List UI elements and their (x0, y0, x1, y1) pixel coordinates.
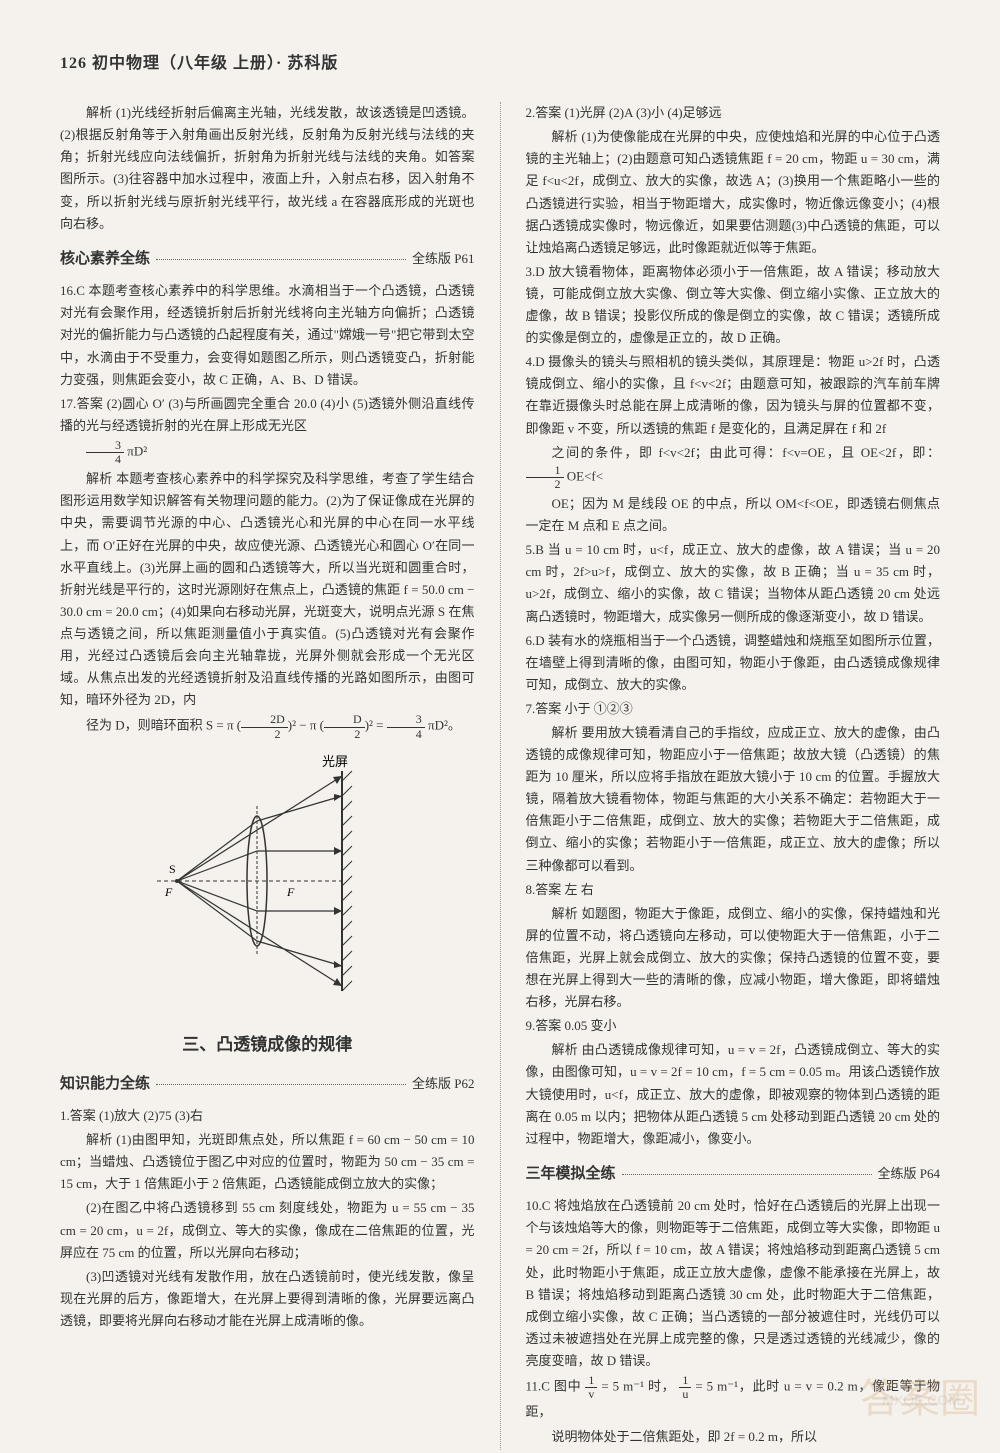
q4-text-c: OE<f< (567, 468, 603, 483)
fraction-1u: 1u (679, 1374, 691, 1401)
item-17-answer: 17.答案 (2)圆心 O′ (3)与所画圆完全重合 20.0 (4)小 (5)… (60, 393, 475, 437)
dots-leader (622, 1174, 872, 1175)
svg-text:S: S (169, 862, 176, 876)
item-17-analysis: 解析 本题考查核心素养中的科学探究及科学思维，考查了学生结合图形运用数学知识解答… (60, 468, 475, 711)
page-ref: 全练版 P61 (412, 248, 474, 270)
left-column: 解析 (1)光线经折射后偏离主光轴，光线发散，故该透镜是凹透镜。(2)根据反射角… (60, 102, 475, 1449)
q7-answer: 7.答案 小于 ①②③ (526, 698, 941, 720)
column-divider (500, 102, 501, 1449)
q6: 6.D 装有水的烧瓶相当于一个凸透镜，调整蜡烛和烧瓶至如图所示位置，在墙壁上得到… (526, 630, 941, 696)
q10: 10.C 将烛焰放在凸透镜前 20 cm 处时，恰好在凸透镜后的光屏上出现一个与… (526, 1195, 941, 1372)
svg-text:F: F (286, 885, 295, 899)
q3: 3.D 放大镜看物体，距离物体必须小于一倍焦距，故 A 错误；移动放大镜，可能成… (526, 261, 941, 349)
dots-leader (156, 259, 406, 260)
item-16: 16.C 本题考查核心素养中的科学思维。水滴相当于一个凸透镜，凸透镜对光有会聚作… (60, 280, 475, 390)
q2-answer: 2.答案 (1)光屏 (2)A (3)小 (4)足够远 (526, 102, 941, 124)
svg-text:F: F (164, 885, 173, 899)
fraction-d: D2 (324, 713, 365, 740)
item-17-formula: 径为 D，则暗环面积 S = π (2D2)² − π (D2)² = 34 π… (60, 713, 475, 740)
fraction-34: 34 (387, 713, 425, 740)
q4-a: 4.D 摄像头的镜头与照相机的镜头类似，其原理是：物距 u>2f 时，凸透镜成倒… (526, 351, 941, 439)
page-ref: 全练版 P64 (878, 1163, 940, 1185)
fraction-icon: 34 (86, 439, 124, 466)
page-ref: 全练版 P62 (412, 1073, 474, 1095)
q2-analysis: 解析 (1)为使像能成在光屏的中央，应使烛焰和光屏的中心位于凸透镜的主光轴上；(… (526, 126, 941, 259)
q1-analysis-3: (3)凹透镜对光线有发散作用，放在凸透镜前时，使光线发散，像呈现在光屏的后方，像… (60, 1266, 475, 1332)
formula-text-1: 径为 D，则暗环面积 S = π (86, 718, 234, 733)
q8-analysis: 解析 如题图，物距大于像距，成倒立、缩小的实像，保持蜡烛和光屏的位置不动，将凸透… (526, 903, 941, 1013)
section-header-core: 核心素养全练 全练版 P61 (60, 247, 475, 273)
item-17-fraction: 34 πD² (60, 439, 475, 466)
dots-leader (156, 1084, 406, 1085)
section-title: 三年模拟全练 (526, 1162, 616, 1188)
q5: 5.B 当 u = 10 cm 时，u<f，成正立、放大的虚像，故 A 错误；当… (526, 539, 941, 627)
q1-answer: 1.答案 (1)放大 (2)75 (3)右 (60, 1105, 475, 1127)
q9-answer: 9.答案 0.05 变小 (526, 1015, 941, 1037)
fraction-2d: 2D2 (241, 713, 288, 740)
fraction-half: 12 (526, 464, 564, 491)
diagram-label: 光屏 (322, 754, 348, 769)
q1-analysis-1: 解析 (1)由图甲知，光斑即焦点处，所以焦距 f = 60 cm − 50 cm… (60, 1129, 475, 1195)
optics-diagram: 光屏 S F F (147, 751, 387, 1011)
q4-b: 之间的条件，即 f<v<2f；由此可得：f<v=OE，且 OE<2f，即： 12… (526, 442, 941, 491)
q9-analysis: 解析 由凸透镜成像规律可知，u = v = 2f，凸透镜成倒立、等大的实像，由图… (526, 1039, 941, 1149)
fraction-1v: 1v (585, 1374, 597, 1401)
section-header-knowledge: 知识能力全练 全练版 P62 (60, 1072, 475, 1098)
q7-analysis: 解析 要用放大镜看清自己的手指纹，应成正立、放大的虚像，由凸透镜的成像规律可知，… (526, 722, 941, 877)
content-columns: 解析 (1)光线经折射后偏离主光轴，光线发散，故该透镜是凹透镜。(2)根据反射角… (60, 102, 940, 1449)
q11-text-b: = 5 m⁻¹ 时， (601, 1379, 675, 1394)
formula-text-4: πD²。 (428, 718, 461, 733)
section-title-lens: 三、凸透镜成像的规律 (60, 1031, 475, 1060)
right-column: 2.答案 (1)光屏 (2)A (3)小 (4)足够远 解析 (1)为使像能成在… (526, 102, 941, 1449)
formula-text-2: − π (299, 718, 316, 733)
section-header-simulation: 三年模拟全练 全练版 P64 (526, 1162, 941, 1188)
q4-text-b: 之间的条件，即 f<v<2f；由此可得：f<v=OE，且 OE<2f，即： (552, 445, 941, 460)
q4-d: OE；因为 M 是线段 OE 的中点，所以 OM<f<OE，即透镜右侧焦点一定在… (526, 493, 941, 537)
q11-text-a: 11.C 图中 (526, 1379, 582, 1394)
section-title: 知识能力全练 (60, 1072, 150, 1098)
formula-text-3: = (376, 718, 387, 733)
analysis-paragraph: 解析 (1)光线经折射后偏离主光轴，光线发散，故该透镜是凹透镜。(2)根据反射角… (60, 102, 475, 235)
section-title: 核心素养全练 (60, 247, 150, 273)
q1-analysis-2: (2)在图乙中将凸透镜移到 55 cm 刻度线处，物距为 u = 55 cm −… (60, 1197, 475, 1263)
watermark-url: MXQE.COM (882, 1389, 960, 1413)
q8-answer: 8.答案 左 右 (526, 879, 941, 901)
page-header: 126 初中物理（八年级 上册）· 苏科版 (60, 50, 940, 77)
